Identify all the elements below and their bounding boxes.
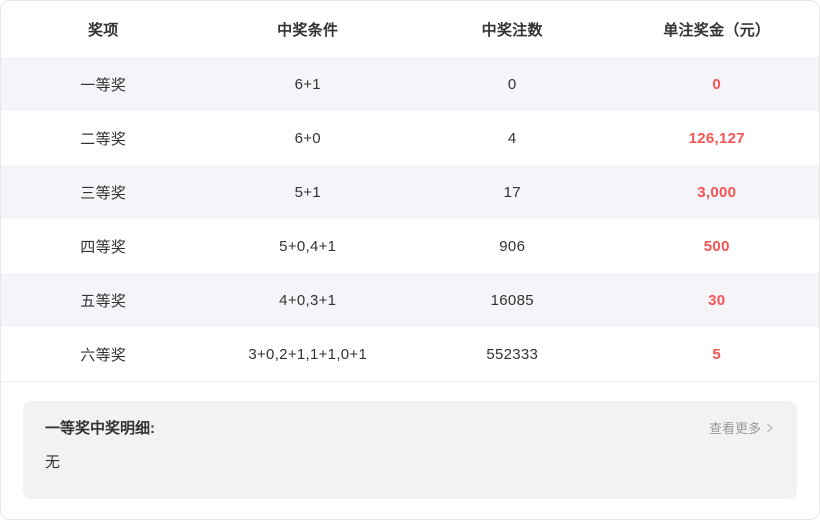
table-header-row: 奖项 中奖条件 中奖注数 单注奖金（元） [1,1,819,57]
table-row: 二等奖 6+0 4 126,127 [1,111,819,165]
chevron-right-icon [764,422,775,434]
details-header: 一等奖中奖明细: 查看更多 [45,417,775,438]
prize-name: 六等奖 [80,346,127,364]
details-title: 一等奖中奖明细: [45,420,155,437]
win-count: 16085 [490,291,534,309]
win-count: 17 [503,183,521,201]
prize-amount: 500 [703,237,730,255]
win-count: 0 [507,75,517,93]
column-header-prize: 奖项 [87,21,119,39]
win-count: 552333 [486,345,539,363]
table-row: 三等奖 5+1 17 3,000 [1,165,819,219]
view-more-label: 查看更多 [708,421,761,436]
column-header-condition: 中奖条件 [277,21,339,39]
column-header-count: 中奖注数 [481,21,543,39]
win-condition: 4+0,3+1 [279,291,337,309]
win-condition: 5+0,4+1 [279,237,337,255]
win-count: 906 [499,237,526,255]
table-row: 五等奖 4+0,3+1 16085 30 [1,273,819,327]
prize-name: 五等奖 [80,292,127,310]
prize-amount: 5 [712,345,722,363]
prize-name: 三等奖 [80,184,127,202]
view-more-link[interactable]: 查看更多 [709,418,775,437]
prize-amount: 0 [712,75,722,93]
win-condition: 6+0 [294,129,321,147]
first-prize-details-box: 一等奖中奖明细: 查看更多 无 [23,401,797,499]
divider [1,381,819,382]
win-condition: 6+1 [294,75,321,93]
column-header-amount: 单注奖金（元） [663,21,771,39]
table-row: 六等奖 3+0,2+1,1+1,0+1 552333 5 [1,327,819,381]
prize-amount: 126,127 [688,129,745,147]
prize-name: 二等奖 [80,130,127,148]
prize-amount: 3,000 [697,183,737,201]
details-content: 无 [45,454,61,471]
win-condition: 3+0,2+1,1+1,0+1 [248,345,368,363]
prize-name: 四等奖 [80,238,127,256]
table-row: 一等奖 6+1 0 0 [1,57,819,111]
prize-name: 一等奖 [80,76,127,94]
win-condition: 5+1 [294,183,321,201]
win-count: 4 [507,129,517,147]
table-row: 四等奖 5+0,4+1 906 500 [1,219,819,273]
prize-amount: 30 [708,291,726,309]
